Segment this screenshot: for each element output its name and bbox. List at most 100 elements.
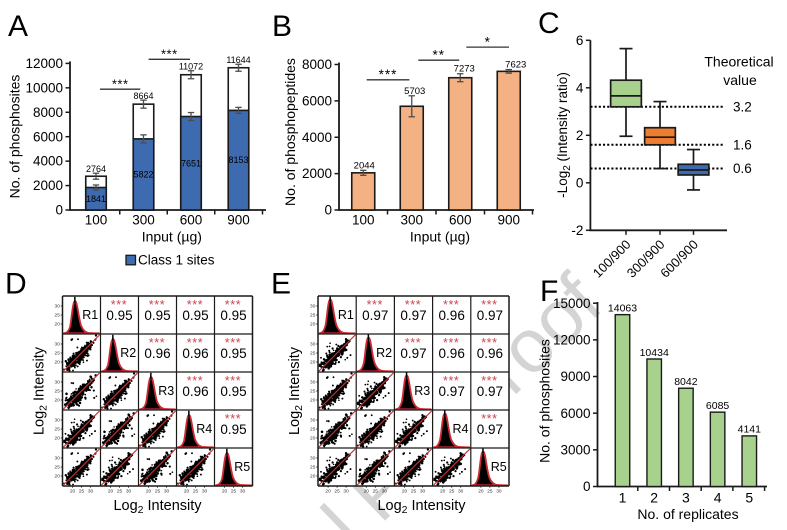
svg-text:20: 20 [108, 489, 114, 495]
svg-text:***: *** [481, 336, 497, 350]
svg-text:30: 30 [55, 304, 61, 310]
svg-text:300: 300 [400, 213, 423, 228]
svg-text:R4: R4 [452, 422, 468, 436]
svg-text:R1: R1 [338, 308, 354, 322]
svg-text:8000: 8000 [302, 57, 332, 72]
svg-text:20: 20 [402, 489, 408, 495]
svg-text:30: 30 [420, 489, 426, 495]
svg-text:600: 600 [180, 213, 203, 228]
svg-text:*: * [485, 34, 491, 49]
svg-text:***: *** [161, 47, 178, 62]
svg-text:***: *** [405, 298, 421, 312]
svg-text:8000: 8000 [33, 105, 63, 120]
svg-text:25: 25 [310, 427, 316, 433]
svg-text:2044: 2044 [354, 160, 375, 171]
svg-text:R1: R1 [82, 308, 98, 322]
svg-text:20: 20 [310, 436, 316, 442]
svg-text:6085: 6085 [706, 400, 730, 412]
svg-text:20: 20 [55, 398, 61, 404]
svg-text:***: *** [379, 67, 398, 82]
svg-text:6000: 6000 [302, 93, 332, 108]
svg-text:10000: 10000 [25, 80, 63, 95]
svg-text:0.6: 0.6 [733, 161, 752, 176]
svg-text:0.96: 0.96 [182, 384, 208, 399]
svg-text:No. of phosphosites: No. of phosphosites [537, 339, 553, 463]
svg-text:7623: 7623 [505, 60, 526, 71]
svg-text:25: 25 [55, 389, 61, 395]
svg-text:4000: 4000 [302, 130, 332, 145]
svg-text:C: C [538, 7, 560, 40]
svg-text:20: 20 [310, 398, 316, 404]
svg-text:Input (µg): Input (µg) [142, 229, 202, 245]
svg-text:30: 30 [126, 489, 132, 495]
svg-text:25: 25 [231, 489, 237, 495]
svg-text:25: 25 [55, 313, 61, 319]
svg-text:30: 30 [310, 342, 316, 348]
svg-text:0.95: 0.95 [144, 308, 170, 323]
svg-text:8664: 8664 [133, 91, 153, 101]
svg-text:***: *** [481, 298, 497, 312]
svg-text:25: 25 [373, 489, 379, 495]
svg-text:3000: 3000 [560, 442, 590, 457]
svg-text:30: 30 [88, 489, 94, 495]
svg-text:25: 25 [334, 489, 340, 495]
svg-text:3.2: 3.2 [733, 99, 752, 114]
svg-text:12000: 12000 [553, 332, 591, 347]
svg-text:R5: R5 [234, 460, 250, 474]
svg-text:0.97: 0.97 [477, 308, 503, 323]
svg-text:D: D [5, 268, 27, 301]
svg-text:5: 5 [745, 490, 753, 506]
svg-text:1.6: 1.6 [733, 137, 752, 152]
svg-text:***: *** [481, 412, 497, 426]
svg-text:25: 25 [55, 465, 61, 471]
svg-text:R3: R3 [414, 384, 430, 398]
svg-text:20: 20 [478, 489, 484, 495]
svg-text:900: 900 [227, 213, 250, 228]
svg-text:25: 25 [411, 489, 417, 495]
svg-text:25: 25 [193, 489, 199, 495]
svg-text:25: 25 [310, 313, 316, 319]
svg-text:30: 30 [310, 418, 316, 424]
svg-text:30: 30 [496, 489, 502, 495]
svg-text:0.95: 0.95 [220, 384, 246, 399]
svg-text:30: 30 [343, 489, 349, 495]
svg-text:30: 30 [164, 489, 170, 495]
svg-text:2000: 2000 [302, 166, 332, 181]
svg-text:No. of phosphopeptides: No. of phosphopeptides [282, 58, 298, 206]
svg-text:7651: 7651 [181, 158, 201, 168]
svg-text:20: 20 [440, 489, 446, 495]
svg-text:Log2 Intensity: Log2 Intensity [377, 498, 466, 516]
svg-text:***: *** [225, 336, 241, 350]
svg-text:20: 20 [184, 489, 190, 495]
svg-text:2764: 2764 [86, 164, 106, 174]
svg-text:30: 30 [55, 342, 61, 348]
svg-text:900: 900 [497, 213, 520, 228]
svg-text:0: 0 [576, 175, 584, 190]
svg-text:R4: R4 [196, 422, 212, 436]
svg-text:***: *** [443, 336, 459, 350]
svg-text:0.96: 0.96 [144, 346, 170, 361]
svg-text:Input (µg): Input (µg) [410, 229, 470, 245]
svg-text:30: 30 [458, 489, 464, 495]
svg-text:30: 30 [202, 489, 208, 495]
svg-text:25: 25 [155, 489, 161, 495]
svg-text:25: 25 [79, 489, 85, 495]
svg-text:0.96: 0.96 [182, 346, 208, 361]
svg-text:20: 20 [222, 489, 228, 495]
svg-text:20: 20 [310, 322, 316, 328]
svg-text:20: 20 [55, 474, 61, 480]
svg-text:0.96: 0.96 [439, 308, 465, 323]
svg-text:20: 20 [55, 436, 61, 442]
svg-text:25: 25 [55, 351, 61, 357]
svg-text:0.96: 0.96 [477, 346, 503, 361]
svg-text:0.97: 0.97 [477, 384, 503, 399]
svg-text:Theoretical: Theoretical [704, 54, 773, 70]
svg-text:11072: 11072 [179, 62, 203, 72]
svg-text:7273: 7273 [454, 64, 475, 75]
svg-text:1: 1 [619, 490, 627, 506]
svg-text:A: A [8, 10, 28, 43]
svg-text:30: 30 [310, 380, 316, 386]
svg-text:***: *** [149, 336, 165, 350]
svg-text:4: 4 [714, 490, 722, 506]
svg-text:20: 20 [310, 474, 316, 480]
